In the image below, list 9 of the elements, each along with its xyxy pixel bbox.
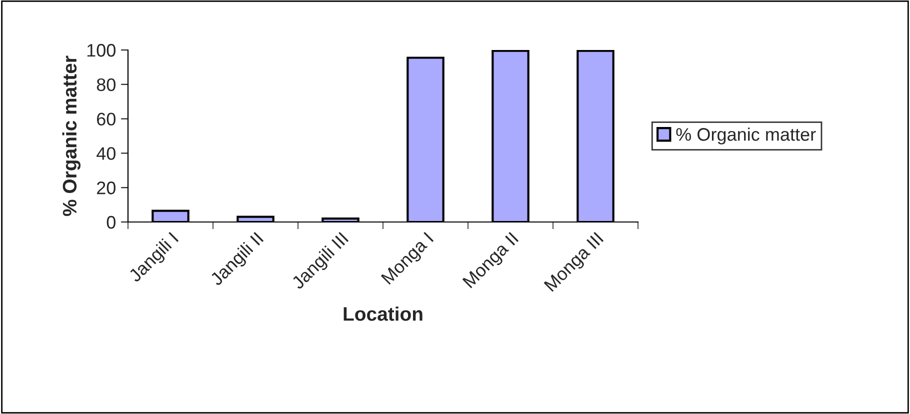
legend-label: % Organic matter — [676, 128, 816, 144]
y-tick-label: 100 — [87, 44, 116, 57]
y-axis-title: % Organic matter — [62, 56, 81, 216]
x-axis-title: Location — [344, 306, 422, 321]
y-tick-label: 80 — [96, 78, 116, 92]
y-tick-label: 40 — [96, 147, 116, 160]
y-tick-label: 20 — [97, 182, 116, 194]
y-tick-label: 0 — [106, 216, 116, 229]
y-tick-label: 60 — [97, 112, 116, 126]
